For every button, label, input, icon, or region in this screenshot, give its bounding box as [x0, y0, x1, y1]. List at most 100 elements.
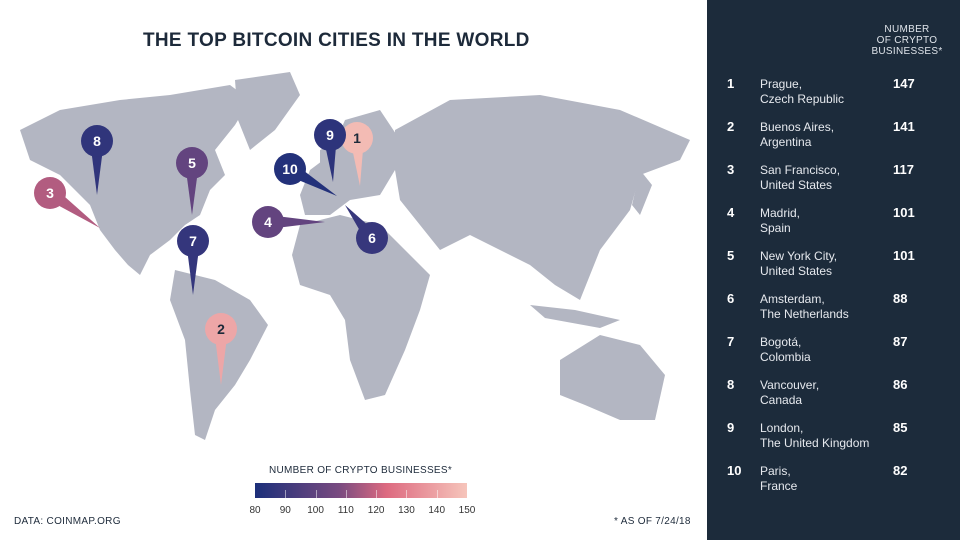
country-label: Colombia: [760, 350, 811, 364]
rank-number: 9: [727, 420, 735, 435]
ranking-row: 8 Vancouver, Canada 86: [707, 377, 960, 417]
legend-tick-label: 90: [279, 505, 291, 516]
column-header-line: NUMBER: [884, 24, 930, 35]
legend-tick-mark: [436, 490, 438, 498]
country-label: France: [760, 479, 798, 493]
pin-4: 4: [252, 206, 325, 238]
pin-7: 7: [177, 225, 209, 295]
legend-tick-label: 80: [249, 505, 261, 516]
business-count: 141: [893, 119, 915, 134]
australia: [560, 335, 665, 420]
pin-head: [356, 222, 388, 254]
japan: [632, 170, 652, 215]
pin-label: 2: [217, 321, 225, 337]
greenland: [235, 72, 300, 150]
rank-number: 7: [727, 334, 735, 349]
city-pins: 1 2 3 4 5 6 7 8 9 10: [34, 119, 388, 385]
data-source: DATA: COINMAP.ORG: [14, 516, 121, 527]
pin-9: 9: [314, 119, 346, 182]
rank-number: 4: [727, 205, 735, 220]
city-name: New York City, United States: [760, 249, 837, 279]
ranking-row: 3 San Francisco, United States 117: [707, 162, 960, 202]
indonesia: [530, 305, 620, 328]
business-count: 87: [893, 334, 908, 349]
city-label: Madrid,: [760, 206, 801, 220]
country-label: The United Kingdom: [760, 436, 870, 450]
rank-number: 3: [727, 162, 735, 177]
business-count: 88: [893, 291, 908, 306]
pin-head: [177, 225, 209, 257]
asia: [395, 95, 690, 300]
column-header-line: OF CRYPTO: [876, 35, 938, 46]
pin-label: 4: [264, 214, 272, 230]
rank-number: 8: [727, 377, 735, 392]
ranking-row: 1 Prague, Czech Republic 147: [707, 76, 960, 116]
city-label: Buenos Aires,: [760, 120, 835, 134]
pin-label: 8: [93, 133, 101, 149]
country-label: Canada: [760, 393, 803, 407]
city-label: Prague,: [760, 77, 803, 91]
business-count: 82: [893, 463, 908, 478]
pin-1: 1: [341, 122, 373, 186]
business-count: 117: [893, 162, 914, 177]
rank-number: 10: [727, 463, 742, 478]
legend-title: NUMBER OF CRYPTO BUSINESSES*: [269, 465, 453, 476]
legend-tick-label: 110: [337, 505, 354, 516]
ranking-panel: NUMBER OF CRYPTO BUSINESSES* 1 Prague, Cz…: [707, 0, 960, 540]
legend-color-scale: [255, 483, 467, 498]
city-label: San Francisco,: [760, 163, 841, 177]
city-name: Madrid, Spain: [760, 206, 800, 236]
city-label: Vancouver,: [760, 378, 820, 392]
pin-label: 6: [368, 230, 376, 246]
country-label: United States: [760, 264, 833, 278]
city-label: Amsterdam,: [760, 292, 825, 306]
pin-label: 5: [188, 155, 196, 171]
pin-5: 5: [176, 147, 208, 215]
pin-head: [274, 153, 306, 185]
pin-label: 10: [282, 161, 298, 177]
city-name: London, The United Kingdom: [760, 421, 869, 451]
ranking-row: 5 New York City, United States 101: [707, 248, 960, 288]
pin-head: [341, 122, 373, 154]
legend-tick-mark: [406, 490, 408, 498]
pin-head: [34, 177, 66, 209]
pin-label: 9: [326, 127, 334, 143]
date-note: * AS OF 7/24/18: [614, 516, 691, 527]
legend-tick-label: 100: [307, 505, 324, 516]
column-header: NUMBER OF CRYPTO BUSINESSES*: [857, 24, 957, 57]
column-header-line: BUSINESSES*: [871, 46, 943, 57]
north-america: [20, 85, 250, 275]
pin-label: 1: [353, 130, 361, 146]
ranking-row: 9 London, The United Kingdom 85: [707, 420, 960, 460]
pin-2: 2: [205, 313, 237, 385]
city-name: Amsterdam, The Netherlands: [760, 292, 849, 322]
pin-3: 3: [34, 177, 100, 228]
ranking-row: 10 Paris, France 82: [707, 463, 960, 503]
country-label: Czech Republic: [760, 92, 845, 106]
city-name: Paris, France: [760, 464, 797, 494]
city-label: New York City,: [760, 249, 838, 263]
business-count: 86: [893, 377, 908, 392]
city-name: Prague, Czech Republic: [760, 77, 844, 107]
rank-number: 5: [727, 248, 735, 263]
city-label: Paris,: [760, 464, 791, 478]
city-name: Buenos Aires, Argentina: [760, 120, 834, 150]
africa: [292, 215, 430, 400]
legend-tick-label: 120: [367, 505, 385, 516]
pin-6: 6: [345, 205, 388, 254]
page-title: THE TOP BITCOIN CITIES IN THE WORLD: [143, 30, 530, 51]
pin-head: [81, 125, 113, 157]
rank-number: 1: [727, 76, 735, 91]
ranking-row: 7 Bogotá, Colombia 87: [707, 334, 960, 374]
world-map: 1 2 3 4 5 6 7 8 9 10: [20, 72, 690, 440]
pin-head: [176, 147, 208, 179]
country-label: United States: [760, 178, 833, 192]
ranking-row: 4 Madrid, Spain 101: [707, 205, 960, 245]
ranking-row: 6 Amsterdam, The Netherlands 88: [707, 291, 960, 331]
legend-tick-mark: [315, 490, 317, 498]
city-name: Vancouver, Canada: [760, 378, 819, 408]
city-name: San Francisco, United States: [760, 163, 840, 193]
legend-tick-label: 140: [428, 505, 446, 516]
legend-tick-mark: [345, 490, 347, 498]
pin-label: 3: [46, 185, 54, 201]
